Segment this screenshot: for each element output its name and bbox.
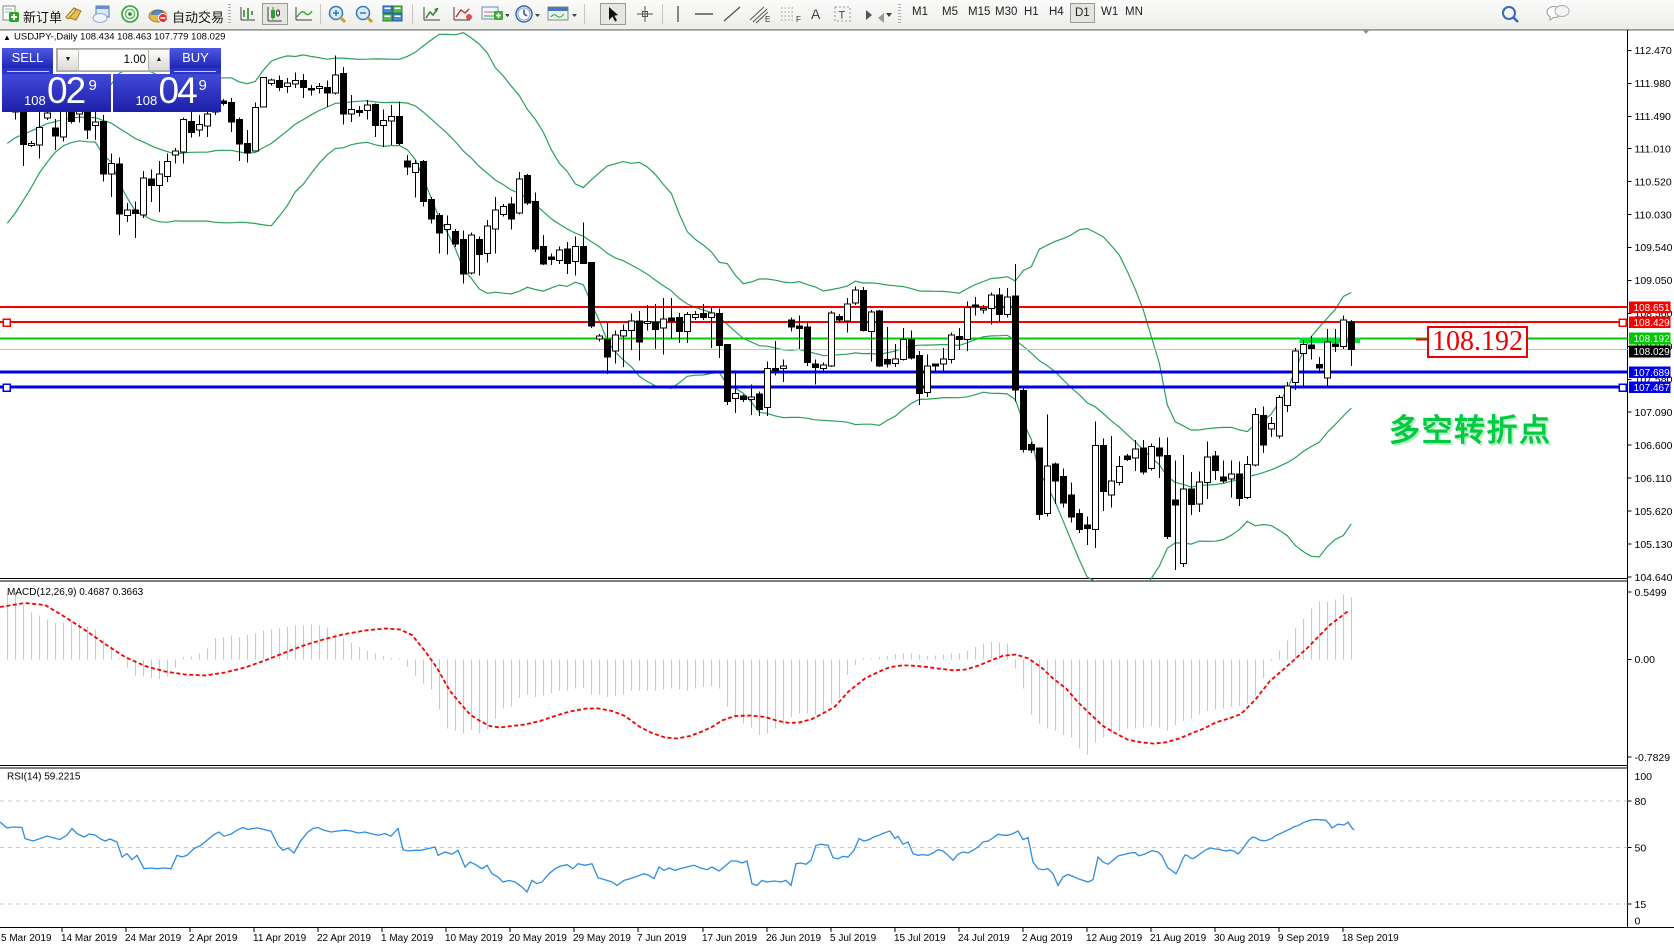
svg-text:108.651: 108.651	[1634, 303, 1671, 314]
svg-text:9 Sep 2019: 9 Sep 2019	[1278, 933, 1330, 944]
svg-text:110.520: 110.520	[1635, 176, 1672, 188]
svg-text:106.600: 106.600	[1635, 440, 1673, 452]
svg-text:109.050: 109.050	[1635, 275, 1673, 287]
svg-text:18 Sep 2019: 18 Sep 2019	[1342, 933, 1399, 944]
svg-text:2 Apr 2019: 2 Apr 2019	[189, 933, 238, 944]
svg-text:111.490: 111.490	[1635, 111, 1672, 123]
svg-text:24 Jul 2019: 24 Jul 2019	[958, 933, 1010, 944]
svg-text:11 Apr 2019: 11 Apr 2019	[253, 933, 307, 944]
svg-text:26 Jun 2019: 26 Jun 2019	[766, 933, 821, 944]
svg-text:80: 80	[1635, 796, 1647, 808]
svg-text:A: A	[811, 6, 821, 22]
svg-text:0: 0	[1635, 915, 1641, 927]
svg-text:12 Aug 2019: 12 Aug 2019	[1086, 933, 1143, 944]
svg-text:0.5499: 0.5499	[1635, 587, 1667, 599]
svg-text:E: E	[765, 15, 770, 24]
svg-text:5 Mar 2019: 5 Mar 2019	[1, 933, 52, 944]
svg-text:104.640: 104.640	[1635, 572, 1673, 584]
svg-text:RSI(14) 59.2215: RSI(14) 59.2215	[7, 772, 81, 783]
svg-text:22 Apr 2019: 22 Apr 2019	[317, 933, 371, 944]
svg-text:106.110: 106.110	[1635, 473, 1672, 485]
svg-text:1 May 2019: 1 May 2019	[381, 933, 434, 944]
svg-text:107.689: 107.689	[1634, 368, 1671, 379]
svg-text:108.429: 108.429	[1634, 318, 1671, 329]
svg-text:14 Mar 2019: 14 Mar 2019	[61, 933, 118, 944]
svg-text:108.192: 108.192	[1634, 334, 1671, 345]
svg-text:USDJPY-,Daily 108.434 108.463: USDJPY-,Daily 108.434 108.463 107.779 10…	[14, 32, 225, 43]
svg-text:105.130: 105.130	[1635, 539, 1673, 551]
svg-text:50: 50	[1635, 842, 1647, 854]
svg-text:T: T	[839, 9, 846, 21]
svg-text:20 May 2019: 20 May 2019	[509, 933, 567, 944]
svg-text:109.540: 109.540	[1635, 242, 1673, 254]
svg-text:30 Aug 2019: 30 Aug 2019	[1214, 933, 1271, 944]
svg-text:7 Jun 2019: 7 Jun 2019	[637, 933, 687, 944]
svg-text:F: F	[796, 15, 801, 24]
svg-text:105.620: 105.620	[1635, 506, 1673, 518]
svg-text:24 Mar 2019: 24 Mar 2019	[125, 933, 182, 944]
svg-text:107.090: 107.090	[1635, 407, 1673, 419]
svg-text:111.010: 111.010	[1635, 143, 1672, 155]
svg-text:▲: ▲	[3, 33, 11, 42]
svg-text:21 Aug 2019: 21 Aug 2019	[1150, 933, 1207, 944]
svg-text:111.980: 111.980	[1635, 78, 1672, 90]
svg-text:100: 100	[1635, 771, 1653, 783]
svg-text:15: 15	[1635, 899, 1647, 911]
svg-text:107.467: 107.467	[1634, 383, 1671, 394]
svg-text:0.00: 0.00	[1635, 654, 1656, 666]
svg-text:2 Aug 2019: 2 Aug 2019	[1022, 933, 1073, 944]
svg-text:108.029: 108.029	[1634, 347, 1671, 358]
svg-text:110.030: 110.030	[1635, 209, 1672, 221]
svg-text:MACD(12,26,9) 0.4687 0.3663: MACD(12,26,9) 0.4687 0.3663	[7, 587, 144, 598]
svg-text:17 Jun 2019: 17 Jun 2019	[702, 933, 757, 944]
svg-text:-0.7829: -0.7829	[1635, 752, 1671, 764]
svg-text:15 Jul 2019: 15 Jul 2019	[894, 933, 946, 944]
svg-text:5 Jul 2019: 5 Jul 2019	[830, 933, 877, 944]
svg-text:112.470: 112.470	[1635, 45, 1672, 57]
svg-text:29 May 2019: 29 May 2019	[573, 933, 631, 944]
svg-text:10 May 2019: 10 May 2019	[445, 933, 503, 944]
